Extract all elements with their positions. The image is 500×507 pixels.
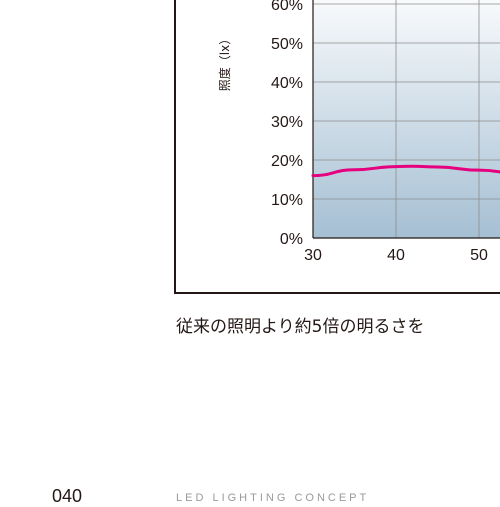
x-tick-label: 40 — [387, 247, 405, 264]
series-line — [311, 164, 500, 178]
x-tick-label: 50 — [470, 247, 488, 264]
x-tick-label: 30 — [304, 247, 322, 264]
y-tick-label: 30% — [271, 114, 303, 131]
chart-frame — [174, 0, 500, 294]
y-axis-label: 照度（lx） — [217, 33, 232, 91]
x-tick-labels: 30 40 50 — [304, 247, 488, 264]
plot-area — [313, 0, 500, 238]
footer-text: LED LIGHTING CONCEPT — [176, 492, 370, 504]
y-tick-label: 60% — [271, 0, 303, 14]
y-tick-label: 50% — [271, 36, 303, 53]
y-tick-labels: 0% 10% 20% 30% 40% 50% 60% — [271, 0, 303, 248]
y-tick-label: 0% — [280, 231, 303, 248]
y-tick-label: 20% — [271, 153, 303, 170]
chart-caption: 従来の照明より約5倍の明るさを — [176, 317, 425, 337]
series — [311, 164, 500, 178]
y-tick-label: 40% — [271, 75, 303, 92]
y-tick-label: 10% — [271, 192, 303, 209]
grid — [313, 0, 500, 238]
page-number: 040 — [52, 486, 83, 506]
